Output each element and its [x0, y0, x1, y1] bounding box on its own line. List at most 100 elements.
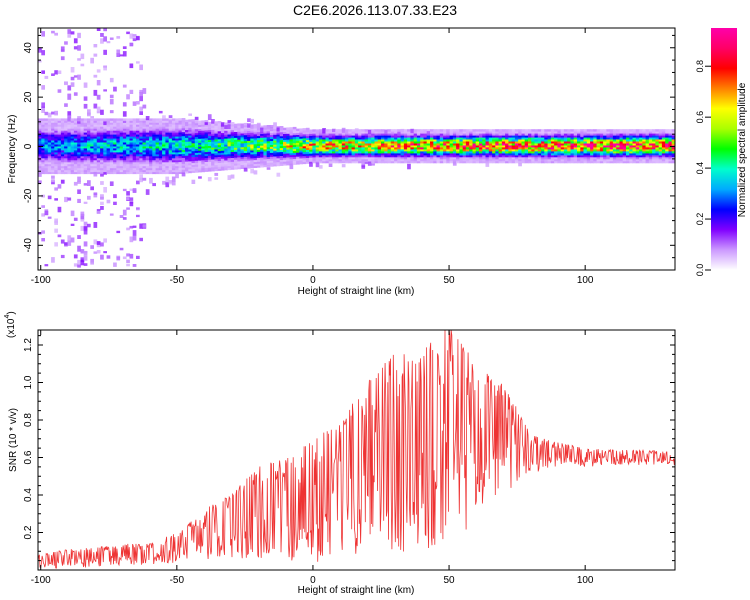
spectrogram-cell [155, 167, 160, 171]
spectrogram-cell [224, 138, 228, 141]
spectrogram-cell [413, 158, 418, 162]
spectrogram-cell [407, 153, 411, 156]
spectrogram-cell [433, 147, 437, 150]
spectrogram-cell [590, 154, 594, 158]
spectrogram-cell [191, 135, 196, 138]
spectrogram-cell [243, 140, 248, 144]
spectrogram-cell [590, 151, 594, 154]
spectrogram-cell [423, 135, 428, 138]
spectrogram-cell [661, 131, 666, 134]
spectrogram-cell [456, 141, 460, 144]
spectrogram-cell [443, 131, 447, 134]
spectrogram-cell [671, 153, 676, 156]
spectrogram-cell [165, 122, 170, 125]
spectrogram-cell [64, 132, 68, 135]
spectrogram-cell [488, 156, 493, 160]
spectrogram-cell [371, 147, 375, 150]
spectrogram-cell [230, 149, 235, 152]
spectrogram-cell [407, 147, 411, 150]
spectrogram-cell [201, 130, 205, 133]
spectrogram-cell [482, 129, 486, 132]
spectrogram-cell [416, 139, 421, 142]
spectrogram-cell [136, 255, 140, 259]
spectrogram-cell [175, 150, 179, 153]
spectrogram-cell [436, 129, 441, 132]
spectrogram-cell [416, 160, 421, 164]
spectrogram-cell [269, 150, 274, 153]
spectrogram-cell [655, 156, 660, 160]
spectrogram-cell [665, 143, 669, 146]
spectrogram-cell [185, 153, 189, 156]
spectrogram-cell [116, 171, 121, 175]
spectrogram-cell [191, 140, 196, 144]
spectrogram-cell [93, 142, 98, 145]
spectrogram-cell [243, 144, 248, 147]
spectrogram-cell [103, 238, 107, 243]
spectrogram-cell [635, 147, 640, 150]
spectrogram-cell [420, 129, 424, 132]
spectrogram-cell [492, 139, 496, 142]
colorbar-ticks: 0.00.20.40.60.8 [695, 60, 711, 276]
spectrogram-cell [60, 146, 65, 149]
spectrogram-cell [230, 131, 235, 135]
spectrogram-cell [407, 137, 411, 140]
spectrogram-cell [557, 139, 562, 142]
spectrogram-cell [639, 149, 643, 152]
spectrogram-cell [113, 163, 117, 167]
spectrogram-cell [51, 165, 55, 169]
spectrogram-cell [269, 164, 274, 167]
spectrogram-cell [443, 149, 447, 152]
spectrogram-cell [217, 130, 222, 134]
spectrogram-cell [136, 169, 140, 173]
spectrogram-cell [397, 143, 401, 146]
spectrogram-cell [93, 157, 98, 161]
spectrogram-cell [201, 144, 205, 147]
spectrogram-cell [165, 120, 170, 123]
spectrogram-cell [498, 135, 503, 138]
spectrogram-cell [165, 148, 170, 151]
spectrogram-cell [381, 149, 385, 152]
spectrogram-cell [459, 156, 464, 160]
spectrogram-cell [54, 138, 58, 141]
spectrogram-cell [423, 145, 428, 148]
spectrogram-cell [371, 143, 375, 146]
spectrogram-cell [397, 160, 401, 164]
spectrogram-cell [299, 138, 303, 141]
spectrogram-cell [521, 141, 526, 144]
spectrogram-cell [394, 129, 398, 132]
spectrogram-cell [563, 151, 568, 154]
spectrogram-cell [129, 140, 134, 143]
spectrogram-cell [367, 147, 372, 150]
spectrogram-cell [289, 144, 294, 148]
spectrogram-cell [668, 143, 673, 146]
spectrogram-cell [390, 143, 395, 146]
spectrogram-cell [606, 137, 611, 140]
spectrogram-cell [635, 139, 640, 142]
spectrogram-cell [83, 140, 88, 143]
spectrogram-cell [175, 118, 179, 121]
spectrogram-cell [171, 132, 176, 135]
spectrogram-cell [168, 128, 173, 131]
spectrogram-cell [642, 160, 646, 164]
spectrogram-cell [80, 219, 85, 222]
spectrogram-cell [452, 158, 457, 162]
snr-series-line [37, 329, 676, 569]
spectrogram-cell [283, 133, 287, 136]
spectrogram-cell [283, 137, 287, 140]
figure-title: C2E6.2026.113.07.33.E23 [293, 2, 457, 18]
spectrogram-cell [361, 163, 366, 167]
spectrogram-cell [658, 160, 663, 164]
spectrogram-cell [612, 151, 617, 154]
spectrogram-cell [96, 138, 101, 141]
spectrogram-cell [122, 256, 127, 260]
spectrogram-cell [387, 141, 392, 144]
spectrogram-cell [181, 133, 186, 137]
spectrogram-cell [122, 51, 127, 57]
spectrogram-cell [358, 151, 362, 154]
spectrogram-cell [96, 210, 101, 214]
spectrogram-cell [185, 167, 189, 170]
spectrogram-cell [524, 151, 529, 154]
spectrogram-cell [479, 133, 483, 136]
spectrogram-cell [345, 131, 349, 135]
spectrogram-cell [122, 161, 127, 165]
